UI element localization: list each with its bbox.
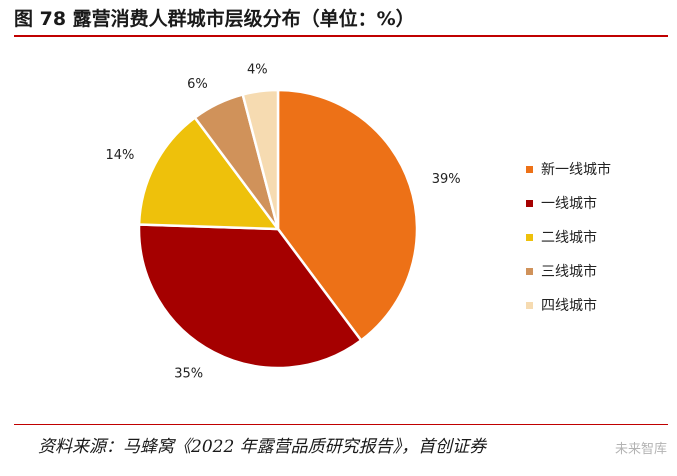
pie-slice-2 [137, 223, 363, 370]
legend-label: 新一线城市 [541, 162, 611, 178]
watermark: 未来智库 [614, 442, 667, 457]
legend-item: 三线城市 [526, 254, 611, 288]
legend-swatch [526, 165, 533, 173]
pie-slice-1 [276, 88, 419, 342]
chart-title: 图 78 露营消费人群城市层级分布（单位：%） [14, 8, 415, 30]
legend-swatch [526, 301, 533, 309]
title-divider [14, 35, 668, 37]
legend-item: 二线城市 [526, 220, 611, 254]
legend-item: 四线城市 [526, 288, 611, 322]
legend-label: 二线城市 [541, 230, 597, 246]
legend-swatch [526, 267, 533, 275]
legend-label: 一线城市 [541, 196, 597, 212]
pie-slice-3 [137, 116, 280, 231]
slice-label-1: 39% [432, 172, 461, 187]
source-note: 资料来源：马蜂窝《2022 年露营品质研究报告》，首创证券 [38, 437, 487, 457]
slice-label-3: 14% [105, 148, 134, 163]
legend-label: 三线城市 [541, 264, 597, 280]
legend-swatch [526, 233, 533, 241]
legend-item: 一线城市 [526, 186, 611, 220]
legend-item: 新一线城市 [526, 152, 611, 186]
slice-label-4: 6% [187, 77, 208, 92]
slice-label-5: 4% [247, 62, 268, 77]
source-divider [14, 424, 668, 425]
slice-label-2: 35% [174, 367, 203, 382]
pie-slice-5 [241, 88, 280, 231]
legend-swatch [526, 199, 533, 207]
chart-legend: 新一线城市一线城市二线城市三线城市四线城市 [526, 152, 611, 322]
legend-label: 四线城市 [541, 298, 597, 314]
